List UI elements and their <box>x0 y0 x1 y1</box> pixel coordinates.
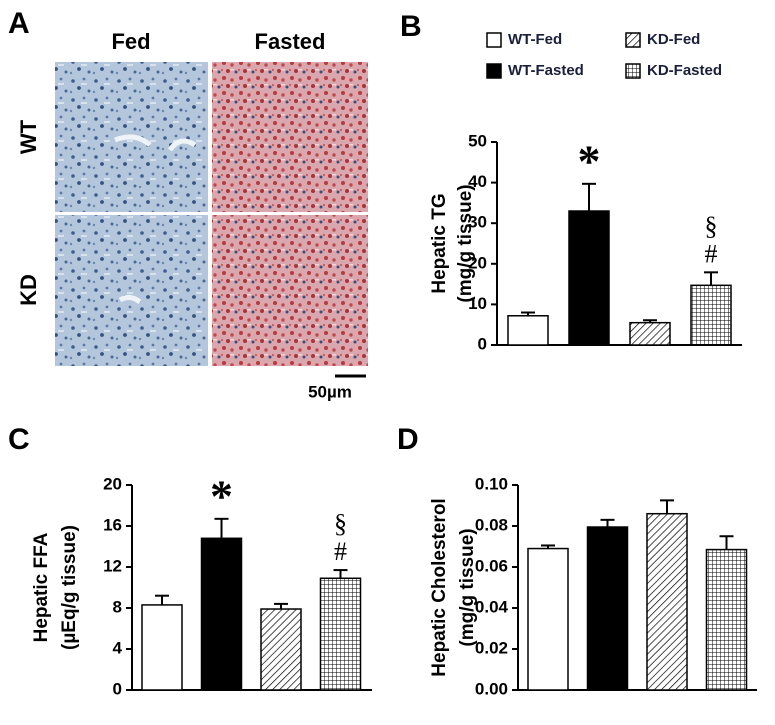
bar <box>141 604 183 691</box>
micrograph <box>55 215 208 366</box>
y-tick-label: 0.10 <box>475 474 508 493</box>
micrograph <box>212 62 368 212</box>
panel-letter: D <box>397 423 419 456</box>
micrograph <box>212 215 368 366</box>
y-tick-label: 30 <box>468 213 487 232</box>
bar <box>629 321 671 346</box>
legend-swatch <box>625 63 641 79</box>
y-tick-label: 0.00 <box>475 679 508 698</box>
panel-letter: B <box>400 10 422 43</box>
bar <box>646 512 688 691</box>
y-axis-label: Hepatic Cholesterol <box>429 498 450 676</box>
y-tick-label: 0.06 <box>475 556 508 575</box>
row-label: WT <box>16 119 41 154</box>
bar <box>568 210 610 346</box>
legend-swatch <box>486 32 502 48</box>
significance-marker: § <box>334 509 347 538</box>
y-axis-label: (mg/g tissue) <box>457 528 478 646</box>
bar <box>527 547 569 691</box>
y-tick-label: 16 <box>103 515 122 534</box>
y-tick-label: 10 <box>468 294 487 313</box>
y-tick-label: 0.04 <box>475 597 509 616</box>
row-label: KD <box>16 274 41 306</box>
bar <box>705 548 748 691</box>
legend-label: WT-Fasted <box>508 62 584 79</box>
panel-letter: A <box>8 7 30 40</box>
significance-marker: § <box>705 211 718 240</box>
significance-marker: # <box>705 239 718 268</box>
y-tick-label: 0.02 <box>475 638 508 657</box>
bar <box>260 608 302 691</box>
y-axis-label: Hepatic FFA <box>31 532 52 642</box>
column-label: Fed <box>111 29 150 54</box>
y-axis-label: (mg/g tissue) <box>455 184 476 302</box>
y-axis-label: Hepatic TG <box>429 193 450 293</box>
bar <box>690 284 732 346</box>
significance-marker: * <box>210 470 233 521</box>
y-tick-label: 4 <box>113 638 123 657</box>
y-tick-label: 0 <box>478 334 487 353</box>
y-tick-label: 50 <box>468 131 487 150</box>
legend-label: KD-Fed <box>647 31 700 48</box>
scale-bar-label: 50µm <box>308 382 352 401</box>
panel-letter: C <box>8 423 30 456</box>
bar <box>586 526 629 691</box>
vessel <box>114 134 197 305</box>
legend-swatch <box>625 32 641 48</box>
bar <box>319 577 362 691</box>
bar <box>200 537 243 691</box>
legend-label: WT-Fed <box>508 31 562 48</box>
legend-label: KD-Fasted <box>647 62 722 79</box>
y-tick-label: 12 <box>103 556 122 575</box>
significance-marker: * <box>578 135 601 186</box>
y-tick-label: 0 <box>113 679 122 698</box>
y-tick-label: 40 <box>468 172 487 191</box>
y-axis-label: (µEq/g tissue) <box>59 525 80 650</box>
y-tick-label: 0.08 <box>475 515 508 534</box>
significance-marker: # <box>334 537 347 566</box>
column-label: Fasted <box>255 29 326 54</box>
bar <box>507 315 549 346</box>
y-tick-label: 20 <box>103 474 122 493</box>
y-tick-label: 20 <box>468 253 487 272</box>
legend-swatch <box>486 63 502 79</box>
y-tick-label: 8 <box>113 597 122 616</box>
